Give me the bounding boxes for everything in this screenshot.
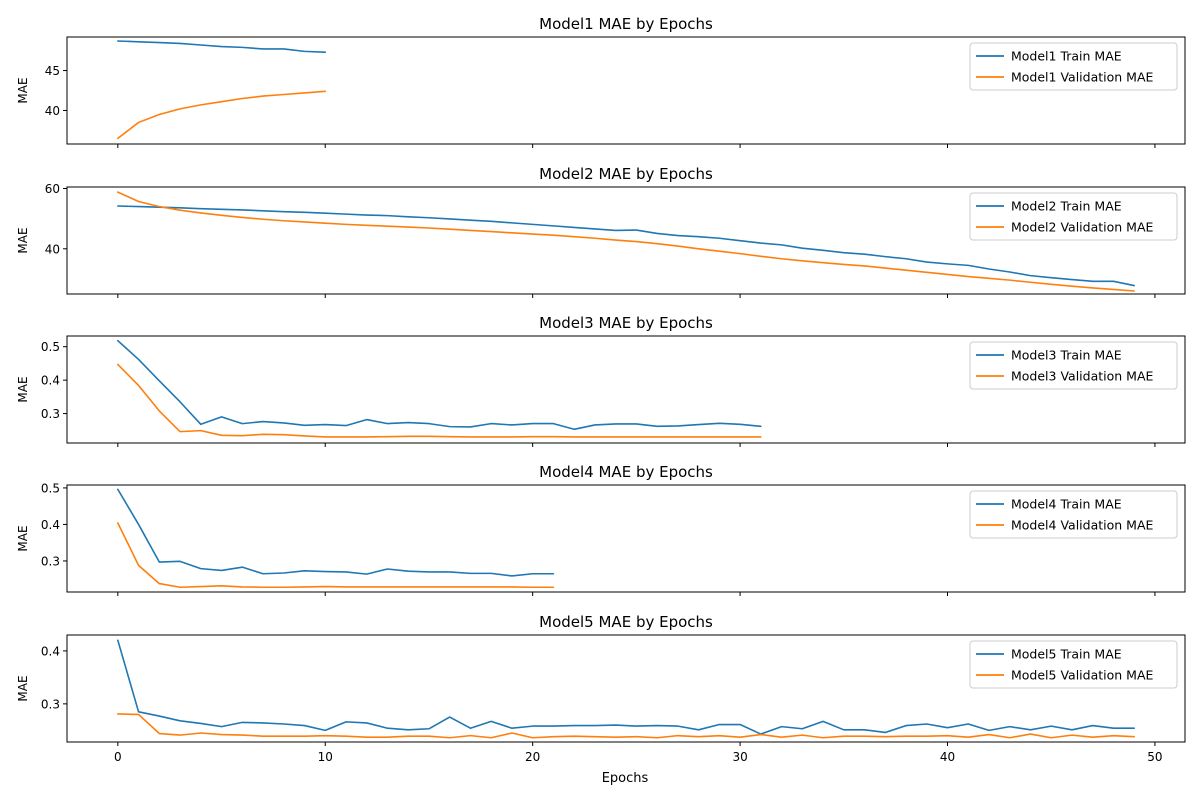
series-line-train bbox=[117, 488, 555, 577]
x-tick-label: 30 bbox=[732, 750, 747, 764]
y-tick-label: 45 bbox=[45, 64, 60, 78]
legend-box bbox=[969, 490, 1178, 539]
series-line-train bbox=[117, 205, 1135, 287]
y-axis-label: MAE bbox=[16, 525, 30, 551]
legend-entry: Model2 Train MAE bbox=[1011, 199, 1122, 214]
y-tick-label: 0.4 bbox=[41, 644, 60, 658]
chart-panel-5: Model5 MAE by Epochs MAE 0.3 0.4 Model5 Trai… bbox=[16, 613, 1186, 746]
x-tick-label: 10 bbox=[318, 750, 333, 764]
legend: Model5 Train MAE Model5 Validation MAE bbox=[969, 640, 1178, 689]
y-tick-label: 0.3 bbox=[41, 554, 60, 568]
legend: Model1 Train MAE Model1 Validation MAE bbox=[969, 42, 1178, 91]
x-axis-label: Epochs bbox=[602, 771, 649, 786]
legend: Model3 Train MAE Model3 Validation MAE bbox=[969, 341, 1178, 390]
x-tick-label: 50 bbox=[1147, 750, 1162, 764]
plot-frame bbox=[66, 634, 1186, 743]
y-tick-label: 0.3 bbox=[41, 697, 60, 711]
chart-title: Model3 MAE by Epochs bbox=[539, 314, 713, 332]
legend-entry: Model4 Train MAE bbox=[1011, 497, 1122, 512]
plot-frame bbox=[66, 186, 1186, 295]
legend-box bbox=[969, 42, 1178, 91]
legend-box bbox=[969, 192, 1178, 241]
y-tick-label: 0.3 bbox=[41, 407, 60, 421]
chart-panel-4: Model4 MAE by Epochs MAE 0.3 0.4 0.5 Model4 T… bbox=[16, 463, 1186, 596]
chart-panel-1: Model1 MAE by Epochs MAE 40 45 Model1 Train … bbox=[16, 15, 1186, 148]
y-axis-label: MAE bbox=[16, 675, 30, 701]
legend-entry: Model3 Train MAE bbox=[1011, 348, 1122, 363]
series-line-validation bbox=[117, 522, 555, 589]
legend: Model2 Train MAE Model2 Validation MAE bbox=[969, 192, 1178, 241]
chart-panel-2: Model2 MAE by Epochs MAE 40 60 Model2 Train … bbox=[16, 165, 1186, 298]
legend-entry: Model2 Validation MAE bbox=[1011, 220, 1153, 235]
legend: Model4 Train MAE Model4 Validation MAE bbox=[969, 490, 1178, 539]
series-line-validation bbox=[117, 713, 1135, 739]
series-line-train bbox=[117, 40, 327, 53]
chart-title: Model2 MAE by Epochs bbox=[539, 165, 713, 183]
plot-frame bbox=[66, 484, 1186, 593]
series-line-validation bbox=[117, 363, 762, 438]
y-tick-label: 60 bbox=[45, 182, 60, 196]
chart-title: Model4 MAE by Epochs bbox=[539, 463, 713, 481]
y-axis-label: MAE bbox=[16, 77, 30, 103]
series-line-train bbox=[117, 639, 1135, 735]
series-line-train bbox=[117, 339, 762, 431]
legend-entry: Model1 Train MAE bbox=[1011, 49, 1122, 64]
legend-entry: Model5 Train MAE bbox=[1011, 647, 1122, 662]
y-tick-label: 0.4 bbox=[41, 374, 60, 388]
legend-box bbox=[969, 341, 1178, 390]
legend-entry: Model5 Validation MAE bbox=[1011, 668, 1153, 683]
series-line-validation bbox=[117, 90, 327, 140]
y-tick-label: 0.5 bbox=[41, 340, 60, 354]
legend-entry: Model1 Validation MAE bbox=[1011, 70, 1153, 85]
x-tick-label: 0 bbox=[114, 750, 122, 764]
y-tick-label: 40 bbox=[45, 104, 60, 118]
chart-title: Model1 MAE by Epochs bbox=[539, 15, 713, 33]
y-tick-label: 40 bbox=[45, 242, 60, 256]
y-axis-label: MAE bbox=[16, 227, 30, 253]
x-tick-label: 40 bbox=[940, 750, 955, 764]
y-tick-label: 0.4 bbox=[41, 518, 60, 532]
plot-frame bbox=[66, 36, 1186, 145]
x-tick-label: 20 bbox=[525, 750, 540, 764]
y-tick-label: 0.5 bbox=[41, 481, 60, 495]
y-axis-label: MAE bbox=[16, 376, 30, 402]
series-line-validation bbox=[117, 191, 1135, 292]
chart-panel-3: Model3 MAE by Epochs MAE 0.3 0.4 0.5 Model3 T… bbox=[16, 314, 1186, 447]
chart-panels: Model1 MAE by Epochs MAE 40 45 Model1 Train … bbox=[16, 15, 1186, 746]
legend-entry: Model3 Validation MAE bbox=[1011, 369, 1153, 384]
shared-x-axis: 0 10 20 30 40 50 bbox=[114, 750, 1163, 764]
chart-title: Model5 MAE by Epochs bbox=[539, 613, 713, 631]
legend-box bbox=[969, 640, 1178, 689]
legend-entry: Model4 Validation MAE bbox=[1011, 518, 1153, 533]
plot-frame bbox=[66, 335, 1186, 444]
